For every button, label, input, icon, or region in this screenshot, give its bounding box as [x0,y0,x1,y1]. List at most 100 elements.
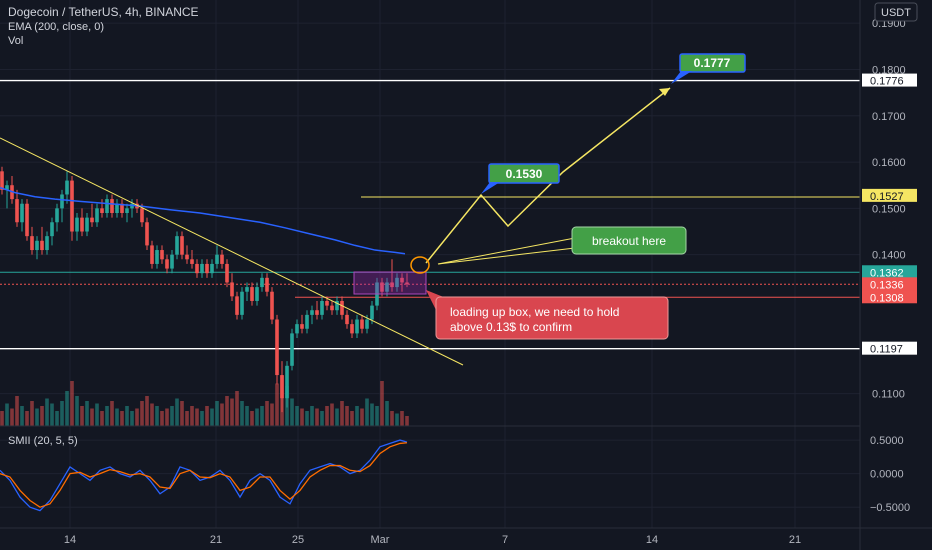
candle-body [0,171,4,190]
volume-bar [160,411,164,426]
target-label-1530-tail [481,182,500,194]
price-tick-label: 0.1400 [872,250,906,262]
volume-bar [395,413,399,426]
candle-body [230,282,234,297]
volume-bar [340,401,344,426]
volume-bar [390,411,394,426]
price-tag-label: 0.1527 [870,191,904,203]
price-tick-label: 0.1700 [872,111,906,123]
candle-body [210,263,214,274]
volume-bar [30,401,34,426]
currency-button[interactable]: USDT [874,2,918,22]
candle-body [285,365,289,399]
projection-path[interactable] [425,87,671,264]
target-label-1530-bg [488,163,560,184]
candle-body [315,310,319,315]
volume-bar [265,401,269,426]
volume-bar [350,411,354,426]
smii-tick-label: −0.5000 [870,502,910,514]
candle-body [80,217,84,232]
volume-bar [235,391,239,426]
volume-bar [385,401,389,426]
x-tick-label: 25 [292,534,304,546]
candle-body [20,203,24,223]
loading-note[interactable]: loading up box, we need to hold above 0.… [435,296,669,340]
volume-bar [255,408,259,426]
volume-bar [355,406,359,426]
volume-bar [345,406,349,426]
x-axis-ticks: 14 21 25 Mar 7 14 21 [64,534,801,546]
ema-line [0,186,406,255]
candle-body [255,287,259,301]
volume-bar [150,403,154,426]
smii-tick-label: 0.0000 [870,469,904,481]
price-tag-bg [862,73,917,87]
smii-legend: SMII (20, 5, 5) [8,435,78,447]
price-tag-bg [862,265,917,279]
candle-body [325,300,329,306]
x-tick-label: 14 [646,534,658,546]
volume-bar [90,408,94,426]
x-tick-label: 7 [502,534,508,546]
downtrend-line[interactable] [0,137,464,366]
smii-series-line [0,442,408,508]
candle-body [110,199,114,213]
price-tag-label: 0.1336 [870,279,904,291]
breakout-note[interactable]: breakout here [571,226,687,255]
candle-body [90,217,94,223]
volume-bar [205,406,209,426]
candle-body [335,300,339,311]
volume-bar [380,381,384,426]
volume-bar [365,398,369,426]
candle-body [5,185,9,190]
target-label-1777[interactable]: 0.1777 [671,53,746,84]
candle-body [360,319,364,329]
candle-body [275,319,279,376]
volume-bar [315,408,319,426]
candle-body [85,217,89,232]
candle-body [205,263,209,274]
candle-body [195,263,199,274]
volume-bar [70,381,74,426]
volume-bar [245,406,249,426]
volume-bar [125,406,129,426]
drawings[interactable] [0,87,860,366]
volume-bar [135,408,139,426]
volume-bar [60,401,64,426]
breakout-circle[interactable] [410,256,430,274]
volume-bar [180,401,184,426]
volume-bar [260,406,264,426]
volume-bar [200,411,204,426]
candle-body [55,208,59,223]
volume-bar [165,408,169,426]
volume-bar [225,396,229,426]
target-label-1530[interactable]: 0.1530 [481,163,560,194]
candle-body [290,333,294,366]
volume-bar [220,403,224,426]
volume-bar [95,403,99,426]
candle-body [350,324,354,334]
candle-body [175,236,179,255]
price-tick-label: 0.1100 [872,389,905,401]
volume-bar [375,406,379,426]
candle-body [105,199,109,213]
volume-bar [15,396,19,426]
loading-box[interactable] [353,271,427,295]
price-axis-ticks: 0.19000.18000.17000.16000.15000.14000.11… [872,18,906,400]
volume-bar [335,408,339,426]
volume-bar [105,406,109,426]
candle-body [125,208,129,213]
candle-body [65,180,69,195]
volume-bar [230,398,234,426]
volume-bar [5,403,9,426]
volume-bar [80,406,84,426]
volume-bar [275,383,279,426]
x-tick-label: 14 [64,534,76,546]
breakout-pointer-1 [437,247,576,265]
volume-bar [65,391,69,426]
target-label-1777-bg [679,53,746,73]
symbol-title: Dogecoin / TetherUS, 4h, BINANCE [8,5,199,19]
volume-bar [325,406,329,426]
candle-body [280,375,284,399]
